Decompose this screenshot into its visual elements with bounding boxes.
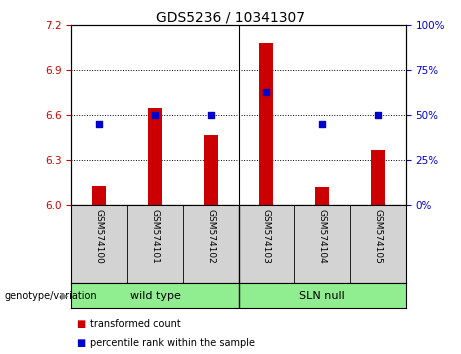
Bar	[260, 43, 273, 205]
Point	[263, 89, 270, 95]
Text: GSM574101: GSM574101	[150, 209, 160, 264]
Bar	[315, 187, 329, 205]
Text: GDS5236 / 10341307: GDS5236 / 10341307	[156, 11, 305, 25]
Bar	[204, 135, 218, 205]
Text: genotype/variation: genotype/variation	[5, 291, 97, 301]
Text: ■: ■	[76, 319, 85, 329]
Point	[207, 112, 214, 118]
Text: GSM574103: GSM574103	[262, 209, 271, 264]
Text: SLN null: SLN null	[299, 291, 345, 301]
Text: GSM574100: GSM574100	[95, 209, 104, 264]
Text: percentile rank within the sample: percentile rank within the sample	[90, 338, 255, 348]
Text: GSM574104: GSM574104	[318, 209, 327, 264]
Point	[151, 112, 159, 118]
Bar	[371, 150, 385, 205]
Text: GSM574102: GSM574102	[206, 209, 215, 264]
Point	[95, 121, 103, 127]
Bar	[148, 108, 162, 205]
Text: GSM574105: GSM574105	[373, 209, 382, 264]
Text: ■: ■	[76, 338, 85, 348]
Text: ▶: ▶	[61, 291, 68, 301]
Bar	[92, 186, 106, 205]
Point	[374, 112, 382, 118]
Text: wild type: wild type	[130, 291, 180, 301]
Point	[319, 121, 326, 127]
Text: transformed count: transformed count	[90, 319, 181, 329]
